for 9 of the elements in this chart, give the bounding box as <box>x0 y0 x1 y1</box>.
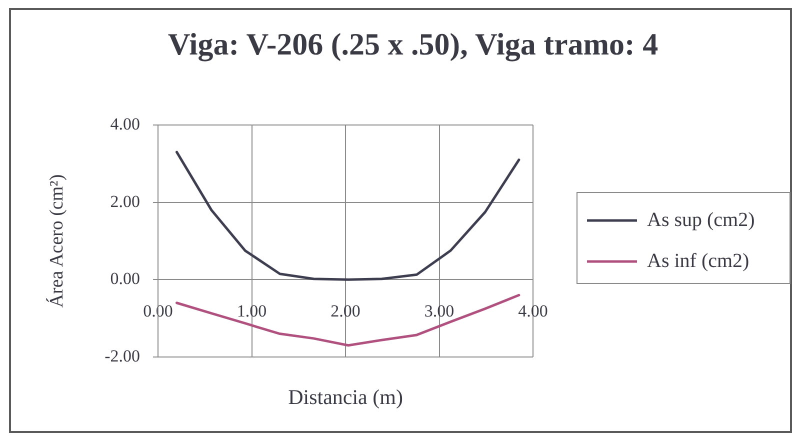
y-axis-title: Área Acero (cm²) <box>45 174 68 308</box>
y-tick-label: 4.00 <box>110 114 140 134</box>
x-axis-title: Distancia (m) <box>287 385 404 409</box>
chart-title: Viga: V-206 (.25 x .50), Viga tramo: 4 <box>168 26 658 62</box>
legend-label: As sup (cm2) <box>647 208 755 231</box>
y-tick-label: -2.00 <box>104 346 140 366</box>
y-tick-label: 0.00 <box>110 269 140 288</box>
y-tick-label: 2.00 <box>110 192 140 211</box>
legend-label: As inf (cm2) <box>647 250 750 272</box>
